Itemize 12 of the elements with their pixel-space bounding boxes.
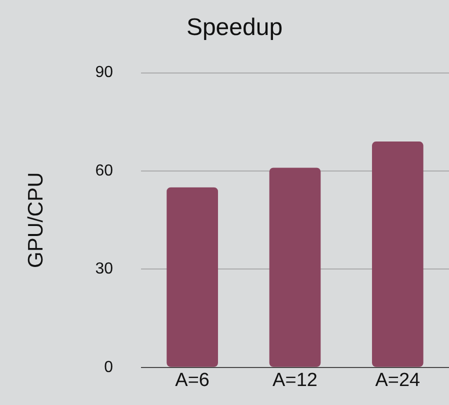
y-tick-label: 30	[95, 260, 114, 278]
y-axis-title: GPU/CPU	[24, 172, 48, 268]
y-tick-label: 60	[95, 162, 114, 180]
bar	[166, 187, 218, 367]
bar	[372, 142, 424, 367]
x-tick-label: A=6	[175, 370, 210, 392]
x-tick-label: A=24	[375, 370, 421, 392]
y-tick-label: 90	[95, 64, 114, 82]
x-tick-label: A=12	[272, 370, 318, 392]
bar	[269, 168, 321, 367]
chart-title: Speedup	[186, 14, 283, 42]
y-tick-label: 0	[104, 358, 114, 376]
